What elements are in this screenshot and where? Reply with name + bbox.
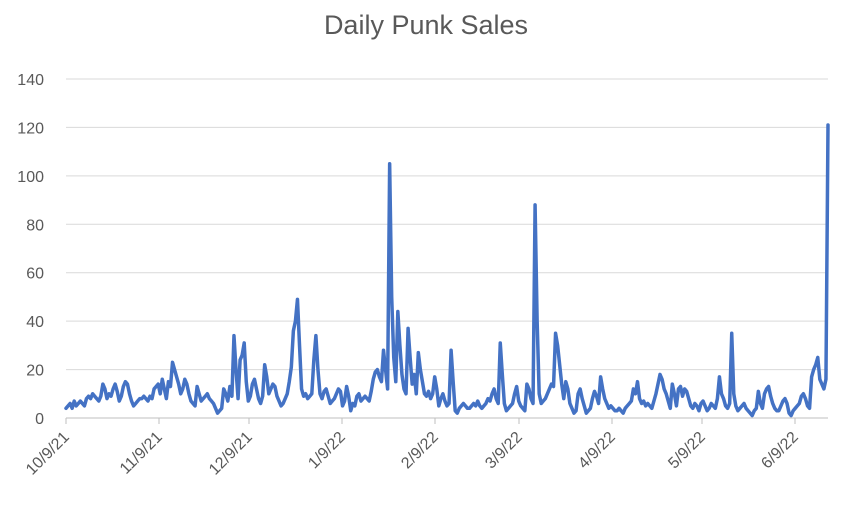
y-tick-label: 120 (17, 120, 44, 137)
y-tick-label: 100 (17, 169, 44, 186)
x-tick-label: 4/9/22 (575, 429, 619, 473)
x-tick-label: 5/9/22 (665, 429, 709, 473)
y-tick-label: 20 (26, 363, 44, 380)
y-tick-label: 80 (26, 217, 44, 234)
chart-title: Daily Punk Sales (323, 10, 529, 40)
x-tick-label: 10/9/21 (23, 429, 73, 479)
x-tick-label: 3/9/22 (482, 429, 526, 473)
x-tick-label: 12/9/21 (206, 429, 256, 479)
y-tick-label: 40 (26, 314, 44, 331)
x-tick-label: 2/9/22 (398, 429, 442, 473)
y-tick-label: 60 (26, 266, 44, 283)
x-tick-label: 1/9/22 (305, 429, 349, 473)
x-tick-label: 6/9/22 (758, 429, 802, 473)
series-line (64, 123, 830, 418)
x-tick-label: 11/9/21 (117, 429, 166, 478)
y-tick-label: 0 (35, 411, 44, 428)
y-tick-label: 140 (17, 72, 44, 89)
